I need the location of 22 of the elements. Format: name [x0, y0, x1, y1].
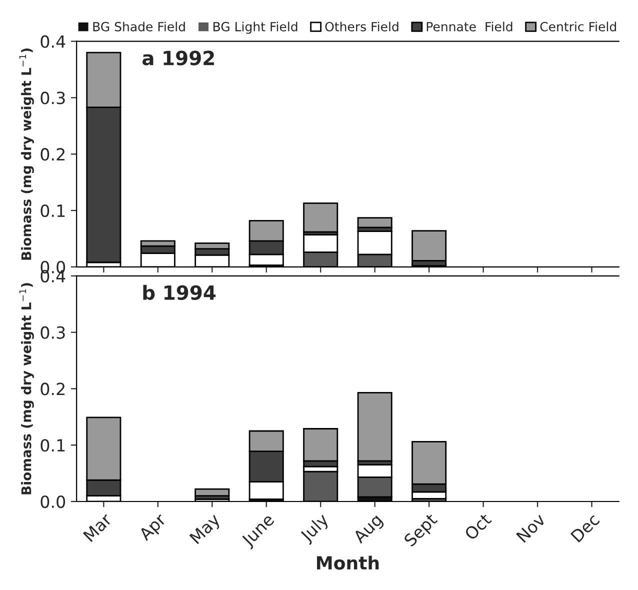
x-tick-label: Dec [570, 513, 600, 543]
legend-label: Pennate Field [426, 22, 512, 32]
y-axis-title: Biomass (mg dry weight L$^{−1}$) [19, 48, 34, 260]
y-tick-label: 0.3 [40, 326, 65, 339]
y-tick-label: 0.2 [40, 148, 64, 161]
legend-label: BG Shade Field [93, 22, 185, 32]
x-axis-title: Month [317, 556, 379, 570]
chart-title: a 1992 [142, 50, 214, 66]
y-tick-label: 0.3 [40, 92, 65, 104]
legend-label: Others Field [325, 22, 398, 32]
legend-label: Centric Field [540, 22, 616, 32]
y-tick-label: 0.1 [40, 439, 65, 452]
y-tick-label: 0.0 [40, 495, 66, 508]
x-tick-label: Mar [82, 512, 113, 542]
legend-label: BG Light Field [214, 22, 298, 34]
y-axis-title: Biomass (mg dry weight L$^{−1}$) [19, 283, 34, 494]
chart-title: b 1994 [143, 284, 216, 300]
y-tick-label: 0.4 [40, 35, 66, 48]
x-tick-label: Oct [464, 512, 492, 541]
x-tick-label: Apr [138, 512, 170, 544]
y-tick-label: 0.1 [40, 204, 65, 218]
y-tick-label: 0.2 [40, 382, 64, 396]
